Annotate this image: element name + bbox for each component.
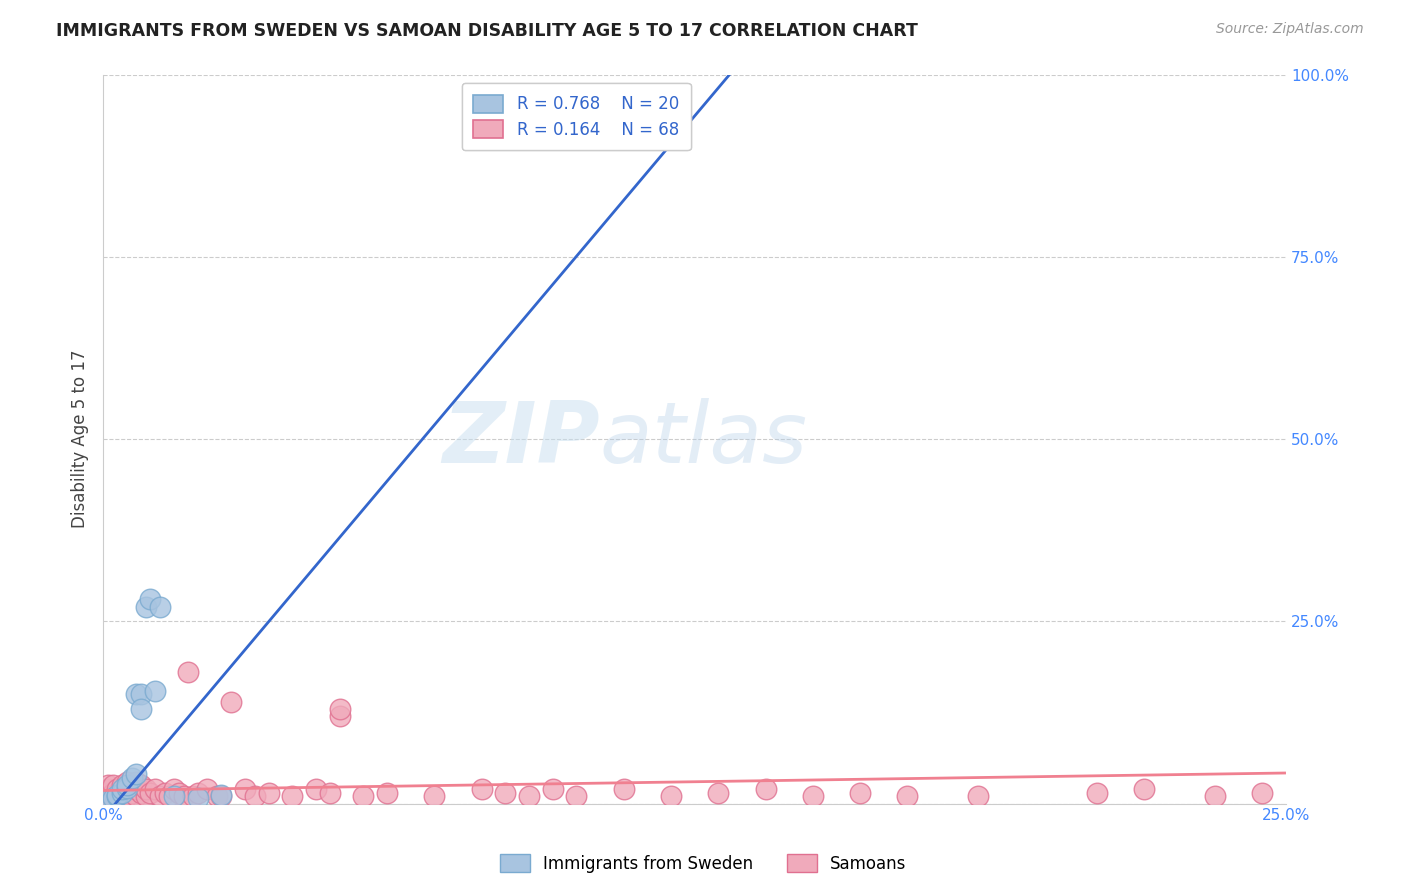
Point bbox=[125, 774, 148, 789]
Point bbox=[115, 780, 138, 795]
Text: ZIP: ZIP bbox=[443, 398, 600, 481]
Point bbox=[97, 782, 120, 797]
Point bbox=[329, 709, 352, 723]
Point bbox=[121, 778, 143, 792]
Point bbox=[257, 786, 280, 800]
Point bbox=[105, 790, 128, 805]
Point bbox=[319, 786, 342, 800]
Point bbox=[105, 789, 128, 804]
Point bbox=[97, 793, 120, 807]
Point bbox=[659, 789, 682, 804]
Point bbox=[707, 786, 730, 800]
Point bbox=[195, 782, 218, 797]
Point bbox=[121, 771, 143, 785]
Point bbox=[173, 789, 195, 804]
Point bbox=[471, 782, 494, 797]
Point bbox=[97, 778, 120, 792]
Point bbox=[163, 782, 186, 797]
Point bbox=[129, 786, 152, 800]
Point bbox=[101, 778, 124, 792]
Point bbox=[219, 694, 242, 708]
Point bbox=[352, 789, 374, 804]
Point bbox=[105, 788, 128, 802]
Y-axis label: Disability Age 5 to 17: Disability Age 5 to 17 bbox=[72, 350, 89, 528]
Point bbox=[125, 767, 148, 781]
Point bbox=[143, 683, 166, 698]
Point bbox=[149, 789, 172, 804]
Point bbox=[101, 786, 124, 800]
Point bbox=[125, 789, 148, 804]
Point bbox=[101, 790, 124, 805]
Point bbox=[187, 786, 209, 800]
Point bbox=[129, 778, 152, 792]
Point bbox=[494, 786, 516, 800]
Point bbox=[139, 786, 162, 800]
Point bbox=[105, 782, 128, 797]
Point bbox=[243, 789, 266, 804]
Point bbox=[111, 782, 134, 797]
Point bbox=[111, 786, 134, 800]
Point bbox=[1251, 786, 1274, 800]
Point bbox=[111, 778, 134, 792]
Point bbox=[1133, 782, 1156, 797]
Point bbox=[565, 789, 588, 804]
Point bbox=[143, 782, 166, 797]
Point bbox=[233, 782, 256, 797]
Point bbox=[129, 702, 152, 716]
Text: atlas: atlas bbox=[600, 398, 808, 481]
Point bbox=[135, 782, 157, 797]
Point bbox=[517, 789, 540, 804]
Point bbox=[613, 782, 636, 797]
Point bbox=[181, 789, 204, 804]
Point bbox=[129, 687, 152, 701]
Point bbox=[97, 789, 120, 804]
Point bbox=[754, 782, 776, 797]
Point bbox=[121, 786, 143, 800]
Legend: R = 0.768    N = 20, R = 0.164    N = 68: R = 0.768 N = 20, R = 0.164 N = 68 bbox=[461, 83, 690, 150]
Point bbox=[115, 774, 138, 789]
Point bbox=[205, 789, 228, 804]
Point bbox=[187, 790, 209, 805]
Point bbox=[967, 789, 990, 804]
Point bbox=[177, 665, 200, 680]
Point bbox=[375, 786, 398, 800]
Point bbox=[111, 789, 134, 804]
Point bbox=[111, 786, 134, 800]
Point bbox=[1085, 786, 1108, 800]
Point bbox=[849, 786, 872, 800]
Point bbox=[209, 789, 232, 804]
Point bbox=[115, 789, 138, 804]
Point bbox=[101, 789, 124, 804]
Point bbox=[167, 786, 190, 800]
Point bbox=[105, 786, 128, 800]
Point bbox=[135, 789, 157, 804]
Text: Source: ZipAtlas.com: Source: ZipAtlas.com bbox=[1216, 22, 1364, 37]
Point bbox=[163, 789, 186, 804]
Point bbox=[329, 702, 352, 716]
Point bbox=[281, 789, 304, 804]
Point bbox=[115, 778, 138, 792]
Point bbox=[139, 592, 162, 607]
Point bbox=[115, 782, 138, 797]
Point bbox=[541, 782, 564, 797]
Point bbox=[153, 786, 176, 800]
Point bbox=[157, 789, 180, 804]
Point bbox=[149, 599, 172, 614]
Point bbox=[97, 786, 120, 800]
Point bbox=[423, 789, 446, 804]
Point bbox=[135, 599, 157, 614]
Point bbox=[801, 789, 824, 804]
Point bbox=[1204, 789, 1226, 804]
Text: IMMIGRANTS FROM SWEDEN VS SAMOAN DISABILITY AGE 5 TO 17 CORRELATION CHART: IMMIGRANTS FROM SWEDEN VS SAMOAN DISABIL… bbox=[56, 22, 918, 40]
Point bbox=[896, 789, 918, 804]
Point bbox=[125, 782, 148, 797]
Legend: Immigrants from Sweden, Samoans: Immigrants from Sweden, Samoans bbox=[494, 847, 912, 880]
Point bbox=[305, 782, 328, 797]
Point bbox=[209, 788, 232, 802]
Point bbox=[125, 687, 148, 701]
